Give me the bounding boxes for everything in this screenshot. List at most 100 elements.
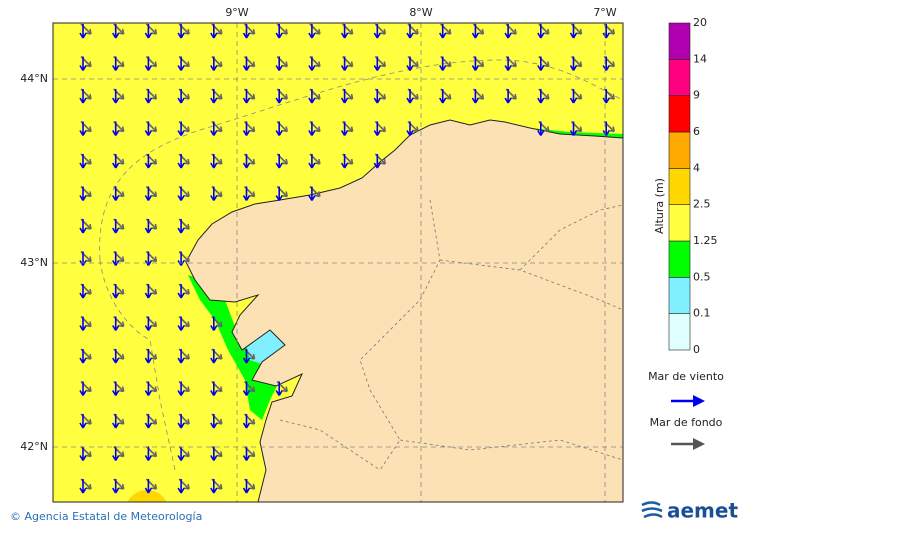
arrow-pair (242, 445, 256, 461)
arrow-pair (373, 120, 387, 136)
wind-arrow (242, 414, 251, 429)
wind-arrow (177, 414, 185, 429)
arrow-pair (112, 55, 125, 71)
wind-arrow (144, 381, 153, 396)
wind-arrow (144, 219, 153, 234)
arrow-pair (177, 478, 190, 494)
colorbar-bin (668, 204, 691, 242)
wind-arrow (79, 121, 87, 136)
colorbar-label: 20 (693, 16, 707, 29)
arrow-pair (112, 185, 125, 201)
wind-arrow (177, 446, 185, 461)
wind-arrow (177, 349, 185, 364)
wind-arrow (373, 24, 381, 39)
wind-arrow (210, 414, 218, 429)
wind-arrow (439, 56, 447, 71)
wind-arrow (537, 56, 545, 71)
arrow-pair (439, 55, 452, 71)
wind-arrow (242, 56, 251, 71)
wind-arrow (569, 89, 578, 104)
arrow-pair (242, 348, 256, 364)
wind-arrow (79, 186, 87, 201)
wind-arrow (144, 284, 153, 299)
arrow-pair (242, 88, 256, 104)
wind-arrow (210, 186, 218, 201)
wind-arrow (439, 24, 447, 39)
wind-arrow (242, 154, 251, 169)
wind-arrow (177, 121, 185, 136)
arrow-pair (210, 88, 223, 104)
wind-arrow (406, 121, 414, 136)
wind-arrow (406, 89, 414, 104)
wind-arrow (144, 154, 153, 169)
arrow-pair (112, 413, 125, 429)
arrow-pair (177, 445, 190, 461)
arrow-pair (112, 445, 125, 461)
arrow-pair (112, 348, 125, 364)
colorbar-bin (668, 277, 691, 314)
logo: aemet (641, 499, 738, 523)
legend-arrow-gray (671, 438, 705, 450)
wind-arrow (275, 381, 283, 396)
wind-arrow (242, 479, 251, 494)
arrow-pair (112, 315, 125, 331)
wind-arrow (177, 219, 185, 234)
wind-arrow (112, 186, 120, 201)
wind-arrow (177, 479, 185, 494)
arrow-pair (569, 55, 583, 71)
arrow-pair (144, 315, 158, 331)
coastal-zone (188, 275, 280, 420)
wind-arrow (504, 89, 512, 104)
wind-arrow (242, 186, 251, 201)
arrow-pair (210, 23, 223, 39)
arrow-pair (79, 315, 92, 331)
wind-arrow (569, 121, 578, 136)
wind-arrow (112, 24, 120, 39)
wind-arrow (112, 154, 120, 169)
arrow-pair (373, 153, 387, 169)
wind-arrow (210, 56, 218, 71)
sea-patch (127, 490, 167, 502)
arrow-pair (308, 185, 321, 201)
wind-arrow (373, 154, 381, 169)
wind-arrow (373, 56, 381, 71)
arrow-pair (275, 185, 288, 201)
arrow-pair (79, 120, 92, 136)
wind-arrow (569, 56, 578, 71)
arrow-pair (79, 478, 92, 494)
wind-arrow (537, 89, 545, 104)
arrow-pair (242, 23, 256, 39)
wind-arrow (144, 186, 153, 201)
arrow-pair (177, 380, 190, 396)
arrow-pair (79, 348, 92, 364)
arrow-pair (471, 23, 485, 39)
borders (279, 199, 623, 471)
arrow-pair (373, 55, 387, 71)
map (53, 23, 623, 502)
arrow-pair (177, 23, 190, 39)
arrow-pair (242, 120, 256, 136)
colorbar-label: 4 (693, 161, 700, 174)
wind-arrow (79, 56, 87, 71)
arrow-pair (210, 478, 223, 494)
arrow-pair (340, 153, 354, 169)
wind-arrow (112, 414, 120, 429)
wind-arrow (210, 24, 218, 39)
arrow-pair (308, 120, 321, 136)
wind-arrow (275, 56, 283, 71)
credit: © Agencia Estatal de Meteorología (10, 510, 202, 523)
wind-arrow (471, 89, 480, 104)
wind-arrow (177, 154, 185, 169)
wind-arrow (112, 56, 120, 71)
arrow-pair (471, 55, 485, 71)
arrow-pair (406, 55, 419, 71)
wind-arrow (308, 89, 316, 104)
wind-arrow (79, 479, 87, 494)
arrow-pair (177, 218, 190, 234)
arrow-pair (602, 120, 615, 136)
wind-arrow (112, 349, 120, 364)
arrow-pair (144, 445, 158, 461)
arrow-pair (144, 413, 158, 429)
arrow-pair (177, 348, 190, 364)
arrow-pair (144, 283, 158, 299)
